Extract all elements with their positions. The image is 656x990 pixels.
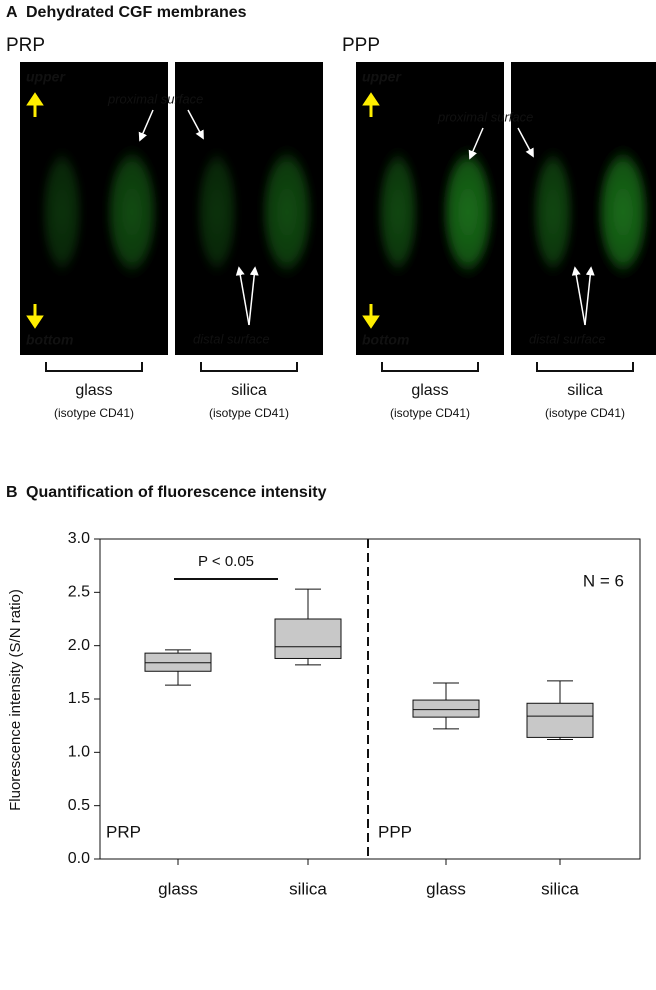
membrane xyxy=(595,142,651,282)
bracket xyxy=(45,362,143,372)
condition-label: glass xyxy=(75,382,112,399)
y-tick-label: 3.0 xyxy=(68,530,90,547)
bracket xyxy=(536,362,634,372)
panel-letter: B xyxy=(6,484,18,501)
chart-title: Quantification of fluorescence intensity xyxy=(26,484,327,501)
group-label: PPP xyxy=(342,35,380,56)
condition-sub: (isotype CD41) xyxy=(54,406,134,420)
plot-frame xyxy=(99,538,641,860)
x-tick-label: silica xyxy=(289,879,327,898)
box xyxy=(526,702,594,738)
condition-sub: (isotype CD41) xyxy=(209,406,289,420)
group-label: PRP xyxy=(106,822,141,841)
orientation-label: upper xyxy=(362,69,402,85)
group-label: PRP xyxy=(6,35,45,56)
condition-label: silica xyxy=(231,382,267,399)
arrow xyxy=(362,92,380,117)
arrow xyxy=(26,304,44,329)
x-tick-label: glass xyxy=(426,879,466,898)
arrow xyxy=(235,266,250,326)
group-label: PPP xyxy=(378,822,412,841)
membrane xyxy=(104,142,160,282)
arrow xyxy=(362,304,380,329)
membrane xyxy=(259,142,315,282)
x-tick-label: silica xyxy=(541,879,579,898)
y-tick-label: 1.0 xyxy=(68,744,90,761)
arrow xyxy=(248,266,259,326)
panel-letter: A xyxy=(6,4,18,21)
orientation-label: bottom xyxy=(362,332,409,348)
arrow xyxy=(584,266,595,326)
annotation: proximal surface xyxy=(437,109,533,124)
orientation-label: bottom xyxy=(26,332,73,348)
condition-label: silica xyxy=(567,382,603,399)
condition-label: glass xyxy=(411,382,448,399)
condition-sub: (isotype CD41) xyxy=(545,406,625,420)
condition-sub: (isotype CD41) xyxy=(390,406,470,420)
annotation: P < 0.05 xyxy=(198,553,254,570)
membrane xyxy=(376,144,420,280)
arrow xyxy=(468,127,484,160)
annotation: proximal surface xyxy=(107,91,203,106)
arrow xyxy=(26,92,44,117)
arrow xyxy=(187,109,204,140)
y-tick-label: 2.5 xyxy=(68,584,90,601)
membrane xyxy=(440,142,496,282)
arrow xyxy=(138,109,154,142)
y-tick-label: 2.0 xyxy=(68,637,90,654)
y-tick-label: 1.5 xyxy=(68,690,90,707)
y-axis-label: Fluorescence intensity (S/N ratio) xyxy=(7,589,24,811)
membrane xyxy=(195,144,239,280)
annotation: distal surface xyxy=(529,331,606,346)
y-tick-label: 0.0 xyxy=(68,850,90,867)
panel-title: Dehydrated CGF membranes xyxy=(26,4,247,21)
arrow xyxy=(517,127,534,158)
box xyxy=(412,699,480,718)
bracket xyxy=(381,362,479,372)
x-tick-label: glass xyxy=(158,879,198,898)
box xyxy=(144,652,212,672)
membrane xyxy=(40,144,84,280)
annotation: N = 6 xyxy=(583,571,624,590)
box xyxy=(274,618,342,659)
annotation: distal surface xyxy=(193,331,270,346)
bracket xyxy=(200,362,298,372)
arrow xyxy=(571,266,586,326)
orientation-label: upper xyxy=(26,69,66,85)
membrane xyxy=(531,144,575,280)
y-tick-label: 0.5 xyxy=(68,797,90,814)
